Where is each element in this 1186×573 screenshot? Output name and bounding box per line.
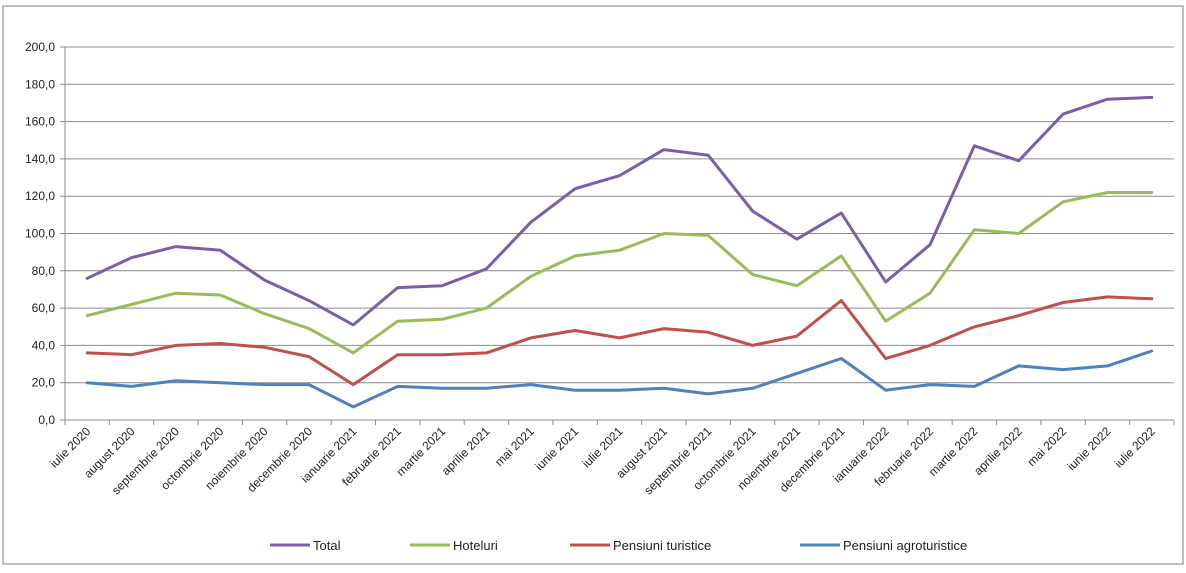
legend-label: Total <box>313 538 341 553</box>
series-line-pensiuni-agroturistice <box>85 349 1154 409</box>
y-tick-labels: 0,0 20,0 40,0 60,0 80,0 100,0 120,0 140,0 160,0 1… <box>25 40 55 427</box>
series-lines <box>85 95 1154 409</box>
legend-item: Pensiuni agroturistice <box>800 538 967 553</box>
y-tick-label: 80,0 <box>32 264 56 278</box>
y-tick-label: 40,0 <box>32 338 56 352</box>
series-line-pensiuni-turistice <box>85 295 1154 387</box>
y-tick-label: 0,0 <box>38 413 55 427</box>
y-tick-label: 100,0 <box>25 227 55 241</box>
y-tick-label: 60,0 <box>32 301 56 315</box>
y-tick-label: 180,0 <box>25 77 55 91</box>
y-tick-label: 20,0 <box>32 376 56 390</box>
series-line-total <box>85 95 1154 327</box>
y-tick-label: 160,0 <box>25 115 55 129</box>
y-tick-label: 200,0 <box>25 40 55 54</box>
y-tick-label: 140,0 <box>25 152 55 166</box>
chart-border <box>2 5 1184 565</box>
series-line-hoteluri <box>85 191 1154 355</box>
legend-label: Pensiuni turistice <box>613 538 711 553</box>
legend-label: Hoteluri <box>453 538 498 553</box>
legend-label: Pensiuni agroturistice <box>843 538 967 553</box>
legend-item: Total <box>270 538 341 553</box>
y-tick-label: 120,0 <box>25 189 55 203</box>
legend-item: Pensiuni turistice <box>570 538 711 553</box>
legend: Total Hoteluri Pensiuni turistice Pensiuni … <box>270 538 967 553</box>
legend-item: Hoteluri <box>410 538 498 553</box>
